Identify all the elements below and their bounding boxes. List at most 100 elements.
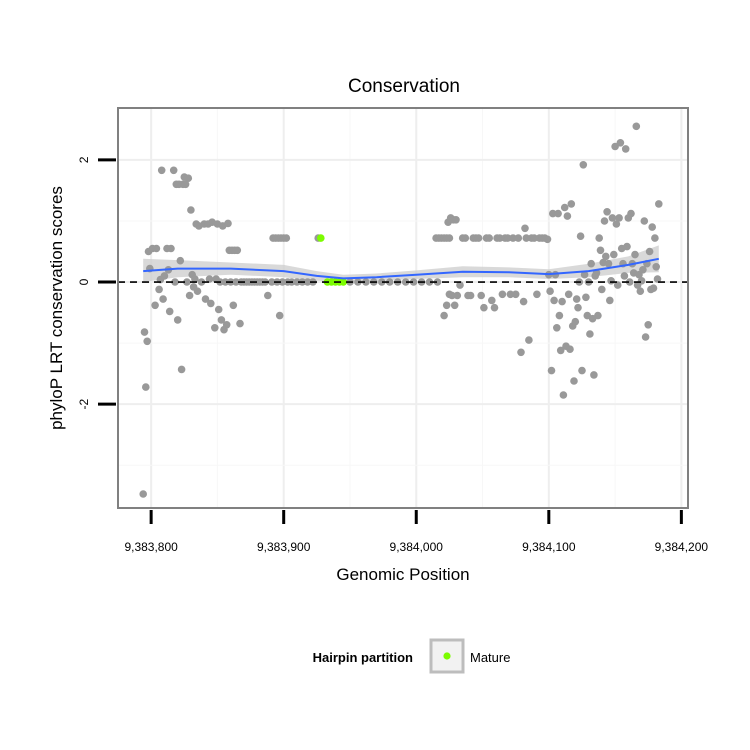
data-point [651,234,659,242]
data-point [574,303,582,312]
data-point [187,206,195,214]
data-point [636,287,645,296]
data-point [616,139,625,147]
data-point [615,214,623,222]
data-point [572,295,581,303]
data-point [522,234,531,242]
data-point [582,293,590,302]
data-point [567,200,576,208]
data-point [221,278,230,286]
data-point [649,284,658,293]
data-point [293,278,301,286]
data-point [485,234,494,242]
data-point [167,244,175,253]
data-point [185,291,194,300]
data-point [176,256,185,265]
data-point [197,278,206,286]
data-point [600,217,609,225]
data-point [521,224,529,233]
data-point [217,316,226,324]
data-point [611,142,619,151]
data-point [623,242,631,251]
data-point [509,234,517,242]
data-point [566,345,574,354]
data-point [442,301,451,310]
data-point [171,278,179,286]
data-point [653,275,662,283]
data-point [140,328,149,336]
data-point [275,311,284,320]
data-point [450,301,459,310]
data-point [152,244,161,253]
data-point [466,291,475,300]
data-point [160,272,169,280]
data-point [453,291,462,300]
data-point [549,209,557,218]
legend: Hairpin partition Mature [313,638,510,674]
data-point [211,324,219,332]
data-point [433,278,442,286]
mature-data-point [339,278,348,286]
data-point [587,259,595,268]
data-point [546,287,554,296]
data-point [139,490,147,498]
data-point [173,316,182,324]
data-point [560,203,569,212]
y-axis: -2 0 2 [77,156,116,410]
data-point [354,278,362,286]
data-point [183,278,191,286]
data-point [652,263,660,271]
data-point [151,301,159,310]
data-point [440,311,448,320]
data-point [201,295,210,303]
data-point [621,145,630,153]
data-point [448,291,456,300]
data-point [594,311,602,320]
y-axis-title: phyloP LRT conservation scores [47,186,66,430]
data-point [631,250,639,259]
data-point [570,377,578,385]
data-point [639,266,647,274]
data-point [563,212,572,220]
x-tick-label: 9,384,000 [390,540,444,554]
data-point [456,281,464,289]
data-point [556,346,565,355]
data-point [181,180,190,189]
data-point [543,235,552,244]
data-point [142,383,150,391]
data-point [620,272,629,280]
plot-panel [118,108,688,508]
data-point [632,122,641,131]
mature-data-point [317,234,325,242]
data-point [490,303,499,312]
data-point [579,161,588,169]
data-point [648,223,656,231]
data-point [143,337,151,346]
data-point [602,252,610,261]
data-point [224,219,232,228]
data-point [640,217,649,225]
data-point [445,234,454,242]
data-point [598,285,606,294]
x-axis: 9,383,800 9,383,900 9,384,000 9,384,100 9,38… [124,510,708,554]
data-point [488,296,496,305]
legend-key [429,638,465,674]
data-point [191,275,199,283]
data-point [177,365,186,374]
data-point [233,246,242,255]
data-point [461,234,470,242]
data-point [571,317,580,326]
data-point [525,336,533,344]
data-point [625,278,634,286]
data-point [506,290,515,299]
data-point [425,278,434,286]
data-point [511,290,520,299]
legend-label-mature: Mature [470,650,510,665]
data-point [547,366,556,375]
data-point [603,208,611,216]
data-point [303,278,312,286]
data-point [207,299,215,308]
data-point [503,234,512,242]
data-point [578,366,586,375]
data-point [498,290,507,299]
